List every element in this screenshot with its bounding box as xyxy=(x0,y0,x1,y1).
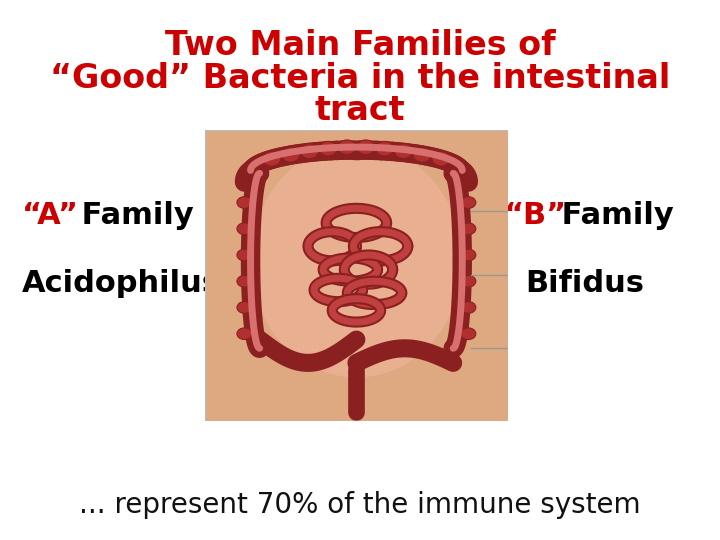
Text: ... represent 70% of the immune system: ... represent 70% of the immune system xyxy=(79,491,641,519)
Text: Family: Family xyxy=(551,201,673,231)
Ellipse shape xyxy=(461,223,476,234)
Ellipse shape xyxy=(237,302,252,313)
Text: “Good” Bacteria in the intestinal: “Good” Bacteria in the intestinal xyxy=(50,62,670,95)
Ellipse shape xyxy=(461,197,476,208)
Ellipse shape xyxy=(461,249,476,261)
Text: “B”: “B” xyxy=(504,201,567,231)
Ellipse shape xyxy=(251,144,462,377)
Ellipse shape xyxy=(461,302,476,313)
Ellipse shape xyxy=(432,151,450,166)
Text: tract: tract xyxy=(315,94,405,127)
Ellipse shape xyxy=(237,223,252,234)
Ellipse shape xyxy=(282,147,300,162)
Ellipse shape xyxy=(356,140,375,154)
Polygon shape xyxy=(205,130,508,421)
Ellipse shape xyxy=(263,151,281,166)
Ellipse shape xyxy=(237,328,252,340)
Ellipse shape xyxy=(300,144,318,159)
Ellipse shape xyxy=(461,275,476,287)
Ellipse shape xyxy=(413,147,431,162)
Text: Two Main Families of: Two Main Families of xyxy=(165,29,555,63)
Text: Acidophilus: Acidophilus xyxy=(22,269,220,298)
Ellipse shape xyxy=(237,197,252,208)
Ellipse shape xyxy=(376,141,394,156)
Ellipse shape xyxy=(237,249,252,261)
Ellipse shape xyxy=(395,144,413,159)
Ellipse shape xyxy=(338,140,356,154)
Ellipse shape xyxy=(461,328,476,340)
Ellipse shape xyxy=(319,141,337,156)
Text: Family: Family xyxy=(71,201,193,231)
Ellipse shape xyxy=(237,275,252,287)
Text: Bifidus: Bifidus xyxy=(526,269,644,298)
Text: “A”: “A” xyxy=(22,201,78,231)
